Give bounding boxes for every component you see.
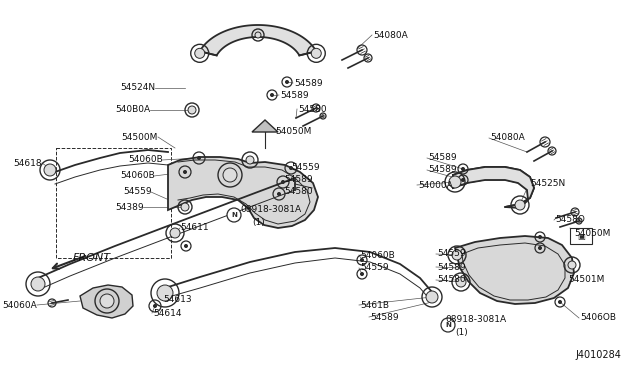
- Text: (1): (1): [455, 327, 468, 337]
- Text: 54525N: 54525N: [530, 180, 565, 189]
- Text: 54559: 54559: [437, 250, 466, 259]
- Circle shape: [456, 277, 466, 287]
- Circle shape: [426, 291, 438, 303]
- Text: N: N: [231, 212, 237, 218]
- Text: 54524N: 54524N: [120, 83, 155, 93]
- Circle shape: [559, 301, 561, 304]
- Text: 08918-3081A: 08918-3081A: [240, 205, 301, 215]
- Circle shape: [441, 318, 455, 332]
- Text: 54589: 54589: [294, 78, 323, 87]
- Circle shape: [31, 277, 45, 291]
- Circle shape: [311, 48, 321, 58]
- Circle shape: [461, 167, 465, 170]
- Circle shape: [568, 261, 576, 269]
- Text: 54050M: 54050M: [275, 126, 312, 135]
- Circle shape: [198, 157, 200, 160]
- Circle shape: [278, 192, 280, 196]
- Circle shape: [100, 294, 114, 308]
- Polygon shape: [168, 157, 318, 228]
- Text: 54060B: 54060B: [360, 250, 395, 260]
- Text: 54060A: 54060A: [3, 301, 37, 310]
- Circle shape: [184, 170, 186, 173]
- Circle shape: [255, 32, 261, 38]
- Text: 54389: 54389: [115, 202, 144, 212]
- Text: ▣: ▣: [577, 231, 585, 241]
- Text: FRONT: FRONT: [73, 253, 111, 263]
- Polygon shape: [200, 25, 316, 55]
- Text: 54613: 54613: [163, 295, 191, 304]
- Circle shape: [452, 250, 462, 260]
- Polygon shape: [455, 236, 574, 304]
- Polygon shape: [252, 120, 278, 132]
- Text: J4010284: J4010284: [575, 350, 621, 360]
- Polygon shape: [453, 167, 534, 208]
- Circle shape: [195, 48, 205, 58]
- Text: 5458O: 5458O: [555, 215, 585, 224]
- Bar: [570, 228, 592, 244]
- Circle shape: [184, 244, 188, 247]
- Text: 54559: 54559: [291, 164, 319, 173]
- Text: 54589: 54589: [428, 154, 456, 163]
- Circle shape: [170, 228, 180, 238]
- Text: 54559: 54559: [360, 263, 388, 273]
- Circle shape: [282, 180, 285, 183]
- Circle shape: [360, 273, 364, 276]
- Circle shape: [515, 200, 525, 210]
- Circle shape: [449, 176, 461, 188]
- Circle shape: [289, 167, 292, 170]
- Circle shape: [538, 247, 541, 250]
- Text: 54589: 54589: [284, 176, 312, 185]
- Text: 54080A: 54080A: [373, 31, 408, 39]
- Circle shape: [223, 168, 237, 182]
- Text: 54611: 54611: [180, 224, 209, 232]
- Text: 54589: 54589: [280, 90, 308, 99]
- Bar: [56, 148, 171, 258]
- Text: 540B0A: 540B0A: [115, 106, 150, 115]
- Circle shape: [44, 164, 56, 176]
- Circle shape: [285, 80, 289, 83]
- Text: 54589: 54589: [370, 312, 399, 321]
- Text: 08918-3081A: 08918-3081A: [445, 315, 506, 324]
- Text: 54589: 54589: [437, 263, 466, 272]
- Text: 54580: 54580: [437, 276, 466, 285]
- Text: 54580: 54580: [298, 105, 326, 113]
- Text: 54501M: 54501M: [568, 276, 604, 285]
- Text: N: N: [445, 322, 451, 328]
- Circle shape: [461, 179, 465, 182]
- Text: 5461B: 5461B: [360, 301, 389, 310]
- Text: 5406OB: 5406OB: [580, 314, 616, 323]
- Circle shape: [246, 156, 254, 164]
- Text: 54060B: 54060B: [128, 155, 163, 164]
- Text: 54618: 54618: [13, 158, 42, 167]
- Text: 54050M: 54050M: [574, 230, 611, 238]
- Circle shape: [154, 305, 157, 308]
- Circle shape: [360, 259, 364, 262]
- Circle shape: [271, 93, 273, 96]
- Circle shape: [227, 208, 241, 222]
- Circle shape: [181, 203, 189, 211]
- Text: 54000A: 54000A: [418, 180, 452, 189]
- Text: 54580: 54580: [284, 187, 312, 196]
- Circle shape: [538, 235, 541, 238]
- Text: 54559: 54559: [124, 187, 152, 196]
- Text: 54080A: 54080A: [490, 134, 525, 142]
- Text: 54500M: 54500M: [122, 132, 158, 141]
- Text: 54589: 54589: [428, 166, 456, 174]
- Text: 54614: 54614: [153, 308, 182, 317]
- Polygon shape: [80, 285, 133, 318]
- Text: (1): (1): [252, 218, 265, 227]
- Circle shape: [188, 106, 196, 114]
- Circle shape: [157, 285, 173, 301]
- Text: 54060B: 54060B: [120, 171, 155, 180]
